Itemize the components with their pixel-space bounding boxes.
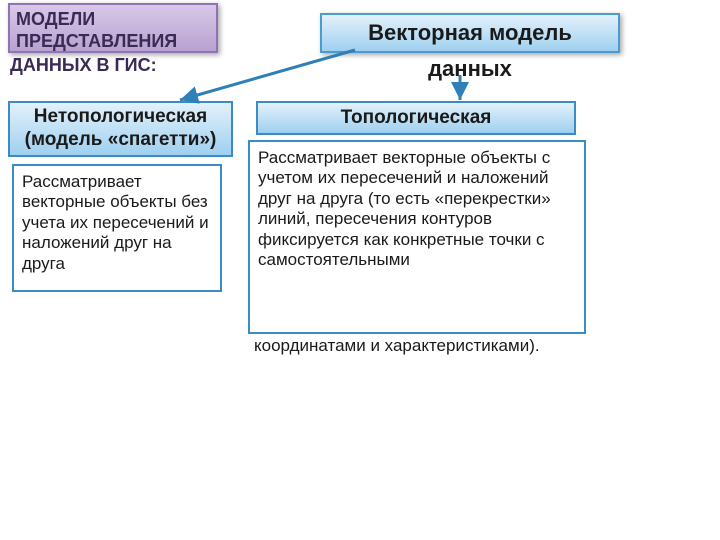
right-child-header: Топологическая	[256, 101, 576, 135]
left-child-description-text: Рассматривает векторные объекты без учет…	[22, 172, 212, 274]
right-child-description-box: Рассматривает векторные объекты с учетом…	[248, 140, 586, 334]
left-child-header-line2: (модель «спагетти»)	[25, 129, 217, 152]
parent-node-line1: Векторная модель	[368, 20, 572, 46]
slide-title-box: МОДЕЛИ ПРЕДСТАВЛЕНИЯ	[8, 3, 218, 53]
parent-node-line2-wrap: данных	[320, 55, 620, 83]
parent-node: Векторная модель	[320, 13, 620, 53]
slide-title-continuation: ДАННЫХ В ГИС:	[10, 54, 157, 77]
left-child-header-line1: Нетопологическая	[25, 106, 217, 129]
right-child-description-tail: координатами и характеристиками).	[254, 335, 584, 356]
slide-title-tail-text: ДАННЫХ В ГИС:	[10, 55, 157, 75]
slide-title-text: МОДЕЛИ ПРЕДСТАВЛЕНИЯ	[16, 9, 210, 52]
right-child-header-text: Топологическая	[341, 107, 492, 130]
left-child-header: Нетопологическая (модель «спагетти»)	[8, 101, 233, 157]
right-child-description-tail-text: координатами и характеристиками).	[254, 336, 540, 355]
parent-node-line2: данных	[428, 56, 512, 81]
left-child-description: Рассматривает векторные объекты без учет…	[12, 164, 222, 292]
right-child-description-text: Рассматривает векторные объекты с учетом…	[258, 148, 576, 270]
